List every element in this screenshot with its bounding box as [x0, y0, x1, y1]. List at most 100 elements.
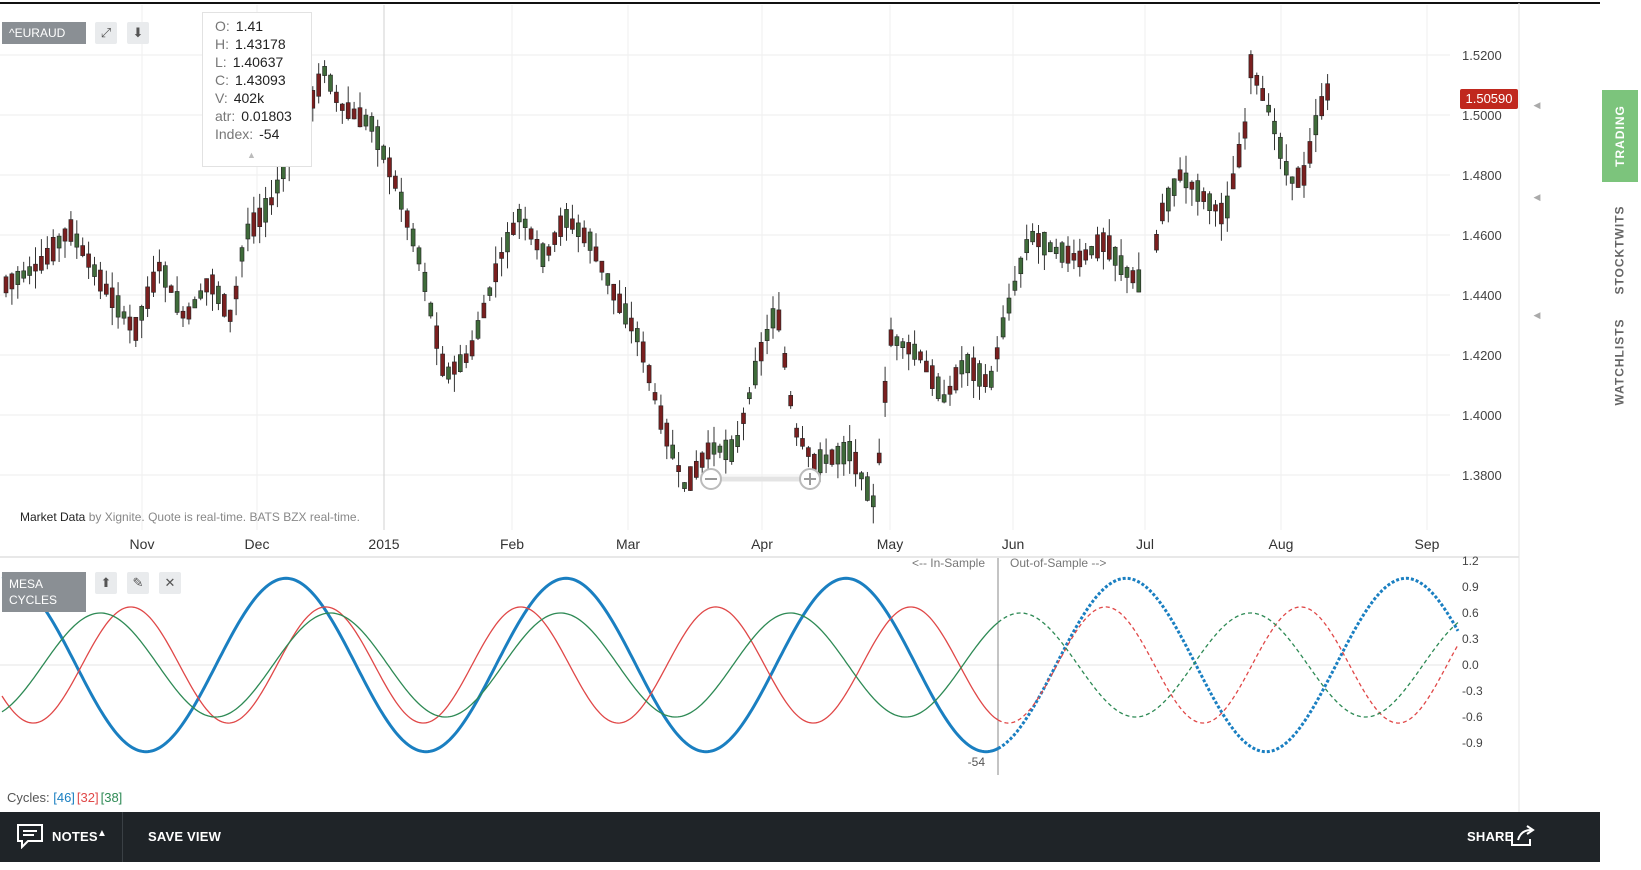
- tab-trading[interactable]: TRADING: [1602, 90, 1638, 182]
- candle-body: [1118, 255, 1124, 275]
- candle-body: [275, 179, 280, 194]
- candle-body: [800, 438, 805, 447]
- ohlc-key: O:: [215, 18, 230, 34]
- candle-body: [339, 103, 345, 111]
- candle-body: [924, 360, 929, 373]
- candle-body: [587, 231, 593, 251]
- download-icon[interactable]: ⬇: [127, 22, 149, 44]
- price-tick-label: 1.4200: [1462, 348, 1502, 363]
- footer-bar: NOTES ▲ SAVE VIEW SHARE: [0, 812, 1600, 862]
- candle-body: [693, 460, 699, 478]
- candle-body: [1130, 270, 1136, 284]
- ohlc-key: C:: [215, 72, 229, 88]
- candle-body: [900, 341, 906, 349]
- candle-body: [794, 427, 799, 438]
- price-tick-label: 1.5000: [1462, 108, 1502, 123]
- market-data-source: by Xignite. Quote is real-time. BATS BZX…: [88, 510, 360, 524]
- indicator-tick-label: 0.6: [1462, 606, 1479, 620]
- candle-body: [410, 228, 416, 247]
- index-label: -54: [968, 755, 986, 769]
- candle-body: [634, 328, 640, 343]
- candle-body: [717, 445, 723, 453]
- candle-body: [1101, 232, 1106, 252]
- candle-body: [1272, 120, 1277, 135]
- candle-body: [92, 264, 97, 277]
- candle-body: [947, 385, 953, 395]
- candle-body: [705, 442, 711, 460]
- price-chart[interactable]: 1.5200 1.5000 1.4800 1.4600 1.4400 1.4200 1.40…: [0, 0, 1600, 870]
- candle-body: [1207, 193, 1212, 211]
- ohlc-row: L: 1.40637: [215, 53, 311, 71]
- candle-body: [1213, 204, 1218, 212]
- candle-body: [971, 357, 976, 381]
- candle-body: [68, 219, 74, 242]
- tab-watchlists[interactable]: WATCHLISTS: [1602, 312, 1638, 412]
- candle-body: [988, 370, 994, 388]
- candle-body: [676, 465, 681, 472]
- candle-body: [552, 232, 558, 245]
- tab-watchlists-label: WATCHLISTS: [1613, 318, 1628, 406]
- ohlc-key: V:: [215, 90, 228, 106]
- expand-icon[interactable]: ⤢: [95, 22, 117, 44]
- cycles-label: Cycles:: [7, 790, 54, 805]
- notes-icon[interactable]: [16, 823, 44, 849]
- candle-body: [534, 238, 540, 251]
- candle-body: [516, 208, 522, 223]
- candle-body: [658, 405, 664, 430]
- candle-body: [788, 395, 794, 407]
- candle-body: [835, 445, 841, 465]
- candle-body: [741, 412, 746, 424]
- candle-body: [935, 376, 941, 399]
- candle-body: [33, 263, 38, 272]
- candle-body: [782, 353, 788, 368]
- notes-button[interactable]: NOTES: [52, 829, 98, 844]
- candle-body: [605, 273, 611, 286]
- cycle-46-in-sample: [1, 576, 999, 754]
- candle-body: [1065, 245, 1071, 264]
- cycle-32-out-of-sample: [997, 606, 1459, 724]
- candle-body: [168, 285, 174, 293]
- candle-body: [1189, 181, 1195, 190]
- share-icon[interactable]: [1508, 824, 1536, 848]
- candle-body: [918, 351, 923, 361]
- candle-body: [646, 365, 652, 384]
- candle-body: [457, 354, 463, 372]
- candle-body: [953, 367, 959, 391]
- ohlc-key: H:: [215, 36, 229, 52]
- candle-body: [959, 360, 965, 375]
- candle-body: [770, 308, 776, 329]
- candle-body: [15, 270, 21, 285]
- candle-body: [1225, 195, 1230, 219]
- candle-body: [640, 341, 646, 363]
- candle-body: [375, 126, 381, 150]
- close-icon[interactable]: ✕: [159, 572, 181, 594]
- save-view-button[interactable]: SAVE VIEW: [148, 829, 222, 844]
- edit-pencil-icon[interactable]: ✎: [127, 572, 149, 594]
- time-tick-label: Jul: [1136, 536, 1154, 552]
- cycle-period: [32]: [76, 790, 99, 805]
- candle-body: [522, 218, 528, 228]
- candle-body: [98, 269, 103, 292]
- candle-body: [398, 191, 404, 210]
- candle-body: [1289, 176, 1295, 184]
- candle-body: [1219, 202, 1224, 225]
- collapse-caret-icon[interactable]: ▲: [247, 150, 256, 160]
- tab-stocktwits[interactable]: STOCKTWITS: [1602, 200, 1638, 300]
- chevron-up-icon[interactable]: ▲: [97, 828, 107, 839]
- time-tick-label: Apr: [751, 536, 773, 552]
- candle-body: [104, 283, 109, 295]
- tab-caret-icon: ◀: [1534, 311, 1541, 321]
- candle-body: [1077, 250, 1083, 268]
- share-button[interactable]: SHARE: [1467, 829, 1514, 844]
- candle-body: [1230, 173, 1236, 190]
- candle-body: [345, 102, 351, 119]
- move-up-icon[interactable]: ⬆: [95, 572, 117, 594]
- symbol-label: ^EURAUD: [2, 22, 86, 44]
- candle-body: [216, 285, 221, 304]
- time-tick-label: Dec: [245, 536, 270, 552]
- candle-body: [198, 290, 203, 299]
- time-tick-label: Sep: [1415, 536, 1440, 552]
- candle-body: [817, 449, 823, 474]
- candle-body: [664, 422, 670, 447]
